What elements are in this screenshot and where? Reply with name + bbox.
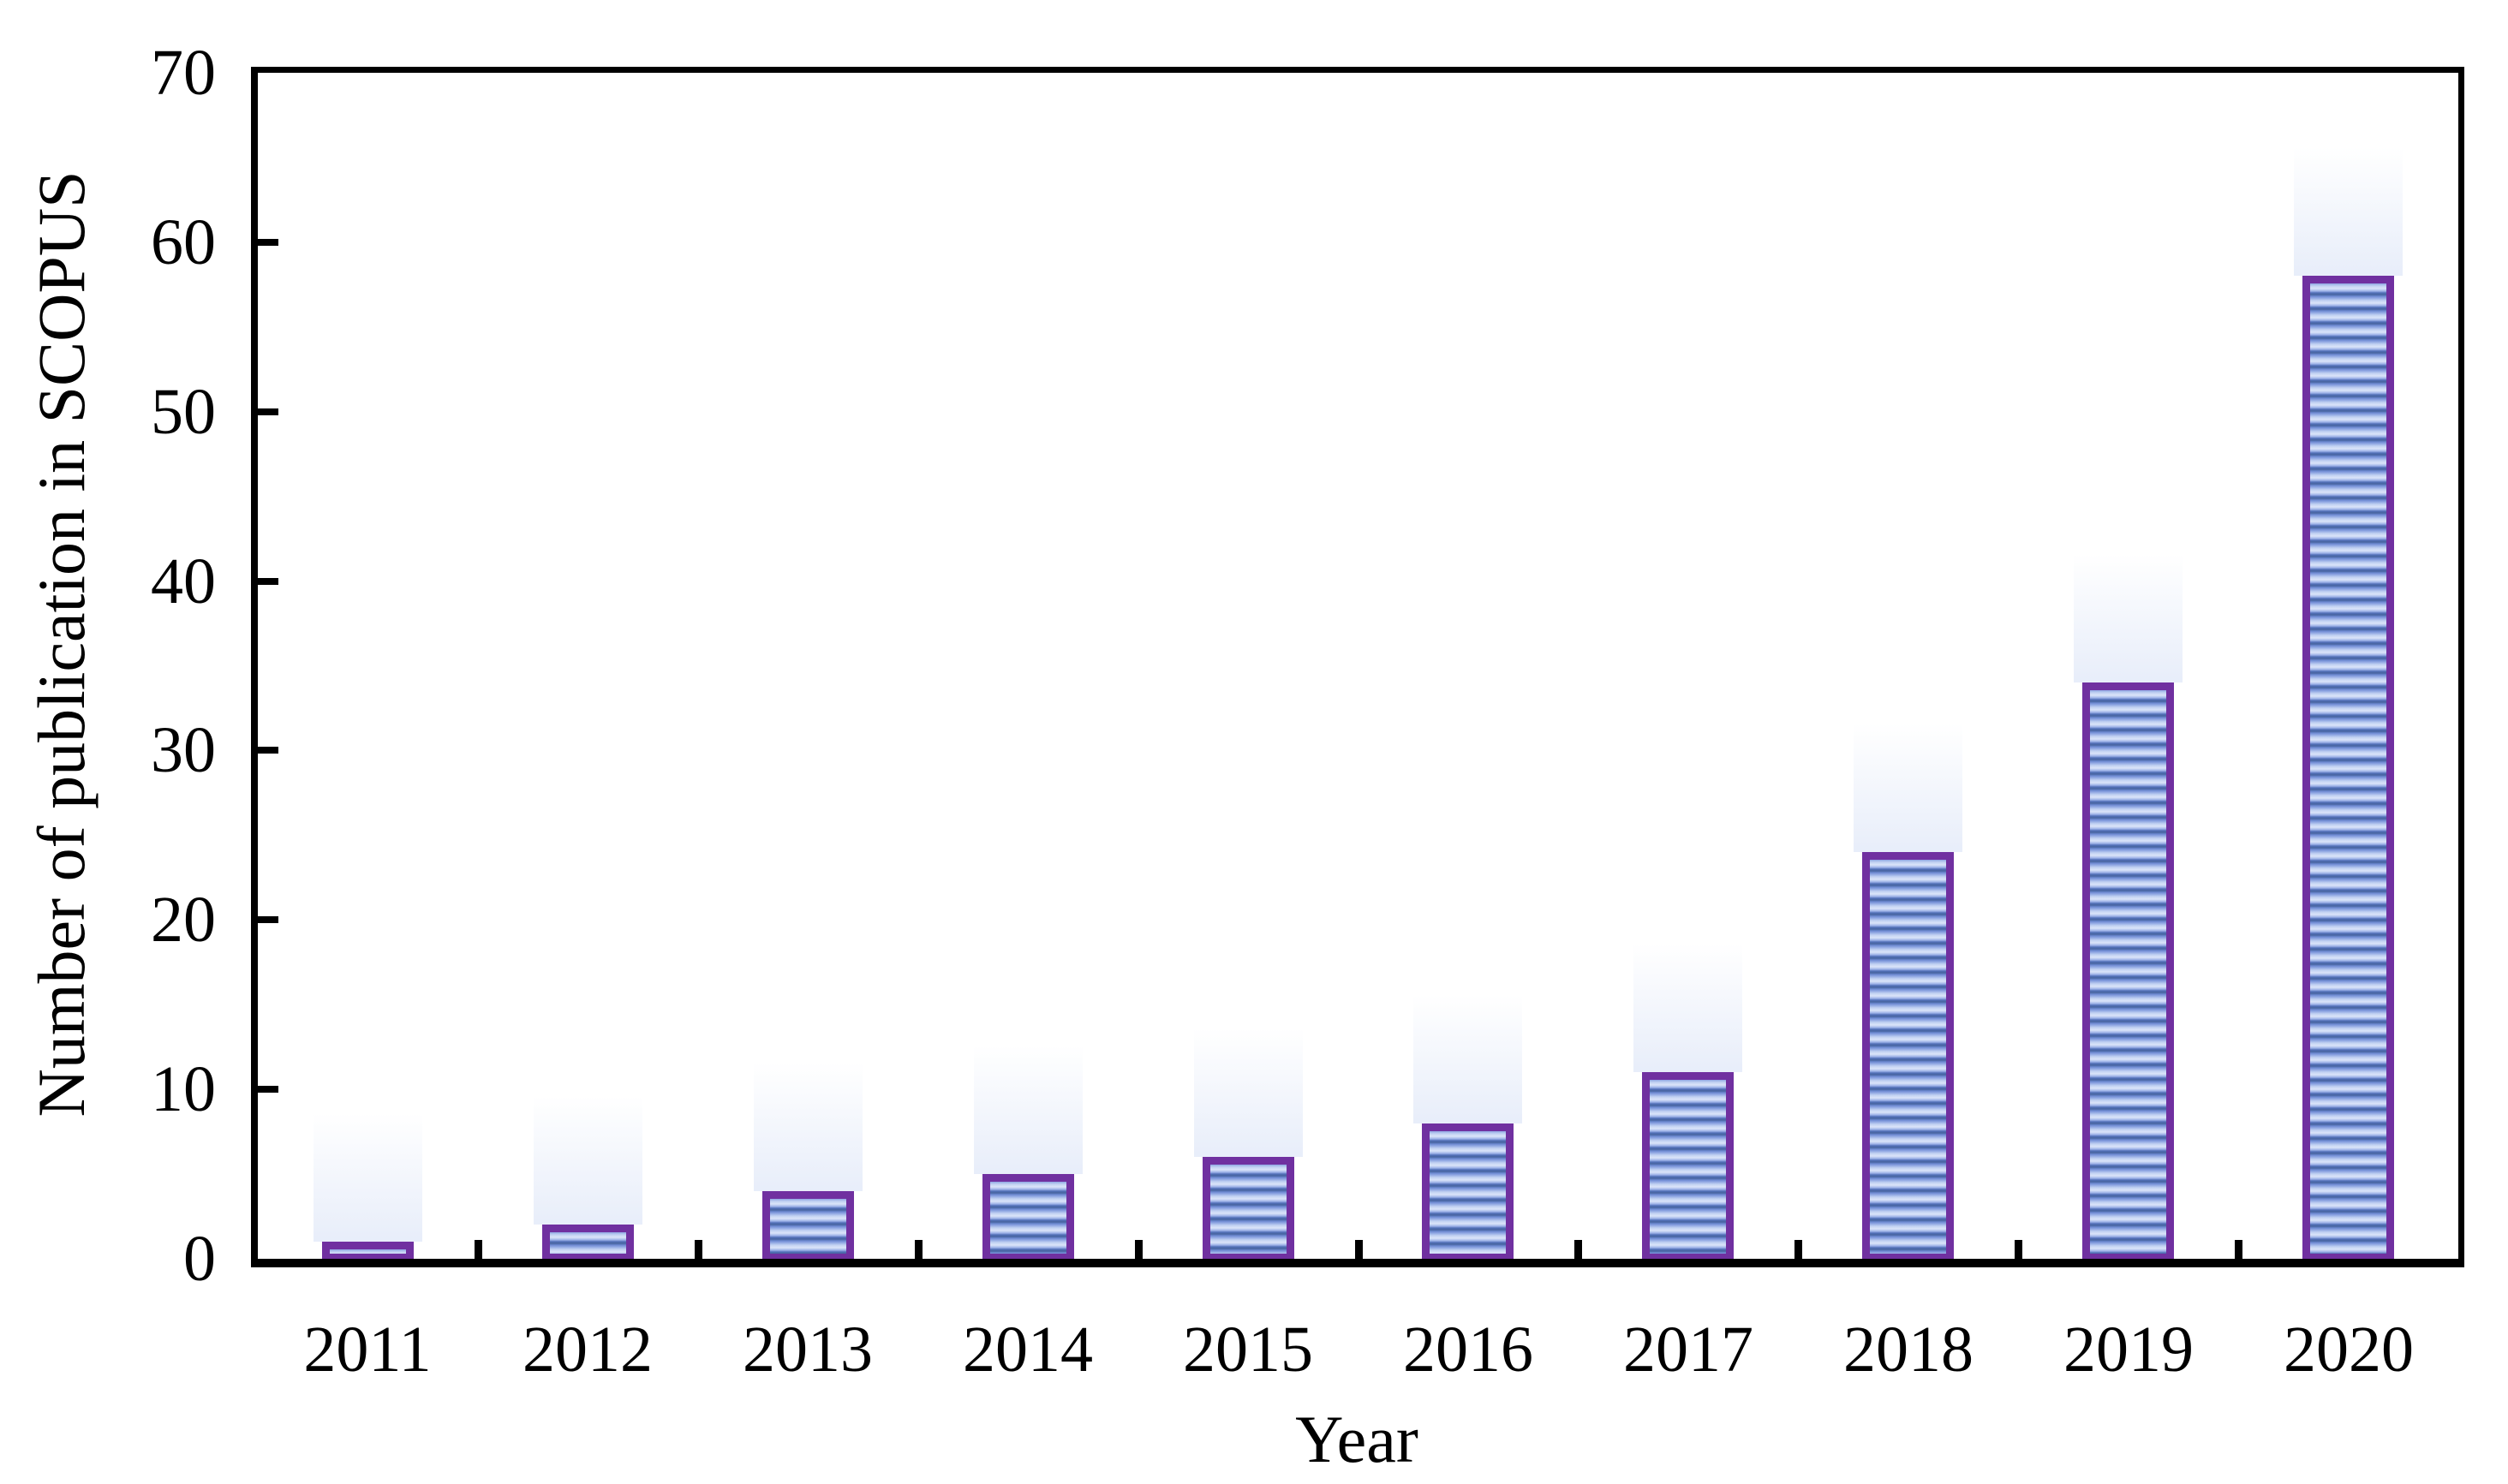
x-tick-label-2019: 2019: [2063, 1314, 2194, 1386]
bar-glow-2013: [754, 1063, 863, 1191]
x-tick-label-2015: 2015: [1183, 1314, 1313, 1386]
y-tick-label-30: 30: [151, 714, 216, 786]
y-tick-label-0: 0: [183, 1223, 216, 1295]
bar-2017: [1642, 1072, 1734, 1259]
x-axis-tick: [2015, 1240, 2022, 1259]
x-axis-tick: [1355, 1240, 1363, 1259]
x-tick-label-2014: 2014: [963, 1314, 1093, 1386]
bar-glow-2015: [1194, 1028, 1303, 1157]
bar-2016: [1422, 1123, 1514, 1259]
y-axis-tick: [258, 578, 278, 585]
y-axis-tick: [258, 916, 278, 923]
bar-2012: [542, 1225, 634, 1259]
x-tick-label-2016: 2016: [1403, 1314, 1533, 1386]
bar-2011: [322, 1242, 414, 1259]
x-axis-tick: [1794, 1240, 1802, 1259]
x-tick-label-2018: 2018: [1843, 1314, 1974, 1386]
bar-2013: [762, 1191, 854, 1259]
y-tick-label-50: 50: [151, 376, 216, 448]
bar-glow-2014: [974, 1046, 1083, 1174]
x-axis-tick: [2235, 1240, 2242, 1259]
y-axis-tick: [258, 1086, 278, 1093]
bar-glow-2020: [2294, 147, 2403, 276]
bar-2015: [1203, 1157, 1294, 1259]
x-axis-tick: [695, 1240, 702, 1259]
bar-2014: [982, 1174, 1074, 1259]
x-tick-label-2017: 2017: [1623, 1314, 1753, 1386]
y-tick-label-70: 70: [151, 37, 216, 109]
y-tick-label-20: 20: [151, 884, 216, 956]
y-axis-title: Number of publication in SCOPUS: [24, 170, 99, 1117]
x-axis-tick: [915, 1240, 923, 1259]
y-axis-tick: [258, 408, 278, 415]
x-tick-label-2012: 2012: [522, 1314, 653, 1386]
bar-2018: [1862, 852, 1954, 1259]
x-axis-title: Year: [1295, 1402, 1418, 1476]
y-tick-label-10: 10: [151, 1053, 216, 1125]
bar-glow-2012: [534, 1096, 642, 1225]
y-axis-tick: [258, 239, 278, 246]
y-tick-label-40: 40: [151, 545, 216, 617]
bar-2019: [2082, 682, 2174, 1259]
plot-area: [251, 67, 2464, 1267]
bar-glow-2016: [1413, 995, 1522, 1123]
x-axis-tick: [1135, 1240, 1143, 1259]
x-axis-tick: [475, 1240, 482, 1259]
x-tick-label-2013: 2013: [743, 1314, 873, 1386]
x-tick-label-2011: 2011: [303, 1314, 432, 1386]
y-axis-tick: [258, 747, 278, 754]
x-axis-tick: [1574, 1240, 1582, 1259]
bar-glow-2018: [1854, 724, 1962, 852]
bar-2020: [2302, 276, 2394, 1259]
y-tick-label-60: 60: [151, 206, 216, 278]
x-tick-label-2020: 2020: [2284, 1314, 2414, 1386]
bar-glow-2017: [1633, 944, 1742, 1072]
bar-glow-2019: [2074, 554, 2183, 682]
bar-glow-2011: [314, 1113, 422, 1242]
